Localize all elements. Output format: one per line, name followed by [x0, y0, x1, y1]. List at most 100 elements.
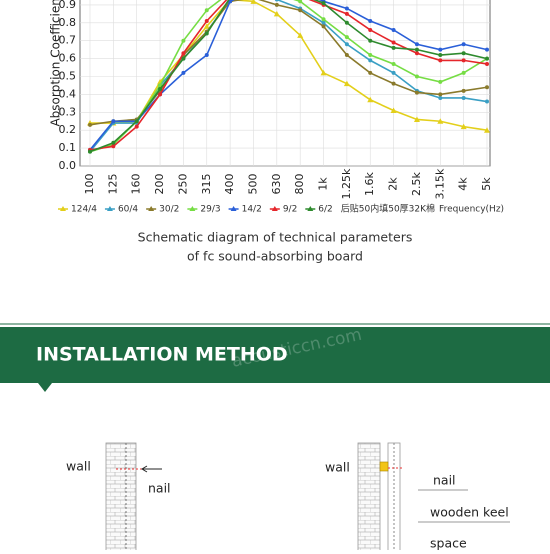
data-point	[298, 8, 303, 13]
data-point	[181, 51, 186, 56]
data-point	[438, 47, 443, 52]
data-point	[485, 99, 489, 104]
data-point	[461, 58, 466, 63]
data-point	[344, 35, 349, 40]
series-line	[90, 0, 488, 131]
data-point	[461, 88, 466, 93]
banner-title: INSTALLATION METHOD	[36, 344, 288, 366]
data-point	[204, 8, 209, 13]
y-axis-label: Absorption Coefficient	[49, 0, 63, 127]
legend-marker	[271, 206, 278, 211]
data-point	[367, 96, 374, 103]
y-tick-label: 0.9	[59, 0, 77, 11]
label: wooden keel	[430, 505, 509, 520]
data-point	[485, 85, 489, 90]
data-point	[438, 53, 443, 58]
y-tick-label: 0.3	[59, 105, 77, 118]
data-point	[413, 116, 420, 122]
legend-marker	[60, 206, 66, 211]
data-point	[485, 61, 489, 66]
x-tick-label: 1.6k	[363, 171, 376, 195]
x-tick-label: 5k	[480, 177, 493, 191]
data-point	[181, 38, 186, 43]
data-point	[438, 58, 443, 63]
data-point	[391, 27, 396, 32]
data-point	[158, 92, 163, 97]
data-point	[344, 20, 349, 25]
x-tick-label: 315	[200, 174, 213, 195]
data-point	[158, 87, 163, 92]
data-point	[460, 123, 467, 130]
data-point	[368, 53, 373, 58]
data-point	[321, 24, 326, 29]
y-tick-label: 0.6	[59, 52, 77, 65]
label: nail	[148, 481, 171, 496]
data-point	[344, 11, 349, 16]
series-line	[89, 0, 488, 153]
pointer	[141, 465, 162, 473]
data-point	[414, 51, 419, 56]
y-tick-label: 0.2	[59, 123, 77, 136]
data-point	[343, 80, 350, 87]
data-point	[391, 61, 396, 66]
y-tick-label: 0.7	[59, 34, 77, 47]
legend-marker	[106, 206, 113, 211]
chart: 0.0 0.1 0.2 0.3 0.4 0.5 0.6 0.7 0.8 0.9 100 125 160 2…	[49, 0, 504, 215]
data-point	[203, 23, 210, 29]
data-point	[88, 149, 92, 154]
data-point	[437, 118, 444, 124]
x-tick-label: 1k	[317, 177, 330, 191]
x-tick-label: 500	[246, 174, 259, 195]
y-tick-label: 0.5	[59, 70, 77, 83]
data-point	[368, 27, 373, 32]
banner	[0, 327, 550, 383]
series-line	[89, 0, 488, 151]
data-point	[368, 19, 373, 24]
y-tick-label: 0.4	[59, 87, 77, 100]
data-point	[321, 1, 326, 6]
data-point	[438, 95, 443, 100]
data-point	[111, 144, 116, 149]
diagram-left: wall nail	[66, 442, 171, 554]
data-point	[111, 119, 116, 124]
data-point	[250, 0, 257, 4]
caption-line: Schematic diagram of technical parameter…	[138, 230, 413, 245]
data-point	[344, 6, 349, 11]
series-line	[89, 0, 488, 153]
data-point	[391, 40, 396, 45]
legend-label: 6/2	[318, 205, 332, 215]
data-point	[297, 32, 304, 38]
data-point	[438, 79, 443, 84]
data-point	[204, 19, 209, 24]
data-point	[111, 140, 116, 145]
data-point	[414, 74, 419, 79]
data-point	[368, 70, 373, 75]
legend-marker	[189, 206, 196, 211]
legend-label: 29/3	[200, 205, 220, 215]
legend-label: 14/2	[242, 205, 262, 215]
x-tick-label: 2.5k	[410, 171, 423, 195]
x-tick-label: 3.15k	[433, 168, 446, 199]
data-point	[414, 90, 419, 95]
data-point	[134, 119, 139, 124]
data-point	[461, 95, 466, 100]
legend-label: 9/2	[283, 205, 297, 215]
data-point	[320, 69, 327, 76]
data-point	[274, 2, 279, 7]
data-point	[461, 70, 466, 75]
x-tick-label: 2k	[387, 177, 400, 191]
data-point	[204, 31, 209, 36]
y-tick-label: 0.0	[59, 159, 77, 172]
diagram-right: wall nail wooden keel space	[325, 442, 510, 554]
data-point	[461, 51, 466, 56]
data-point	[485, 47, 489, 52]
data-point	[391, 70, 396, 75]
data-point	[368, 38, 373, 43]
data-point	[391, 81, 396, 86]
wall-section	[357, 442, 381, 554]
chart-note: 后贴50内填50厚32K棉	[341, 203, 435, 215]
data-point	[344, 42, 349, 47]
data-point	[438, 92, 443, 97]
x-axis-label: Frequency(Hz)	[439, 205, 504, 215]
x-tick-label: 100	[83, 174, 96, 195]
